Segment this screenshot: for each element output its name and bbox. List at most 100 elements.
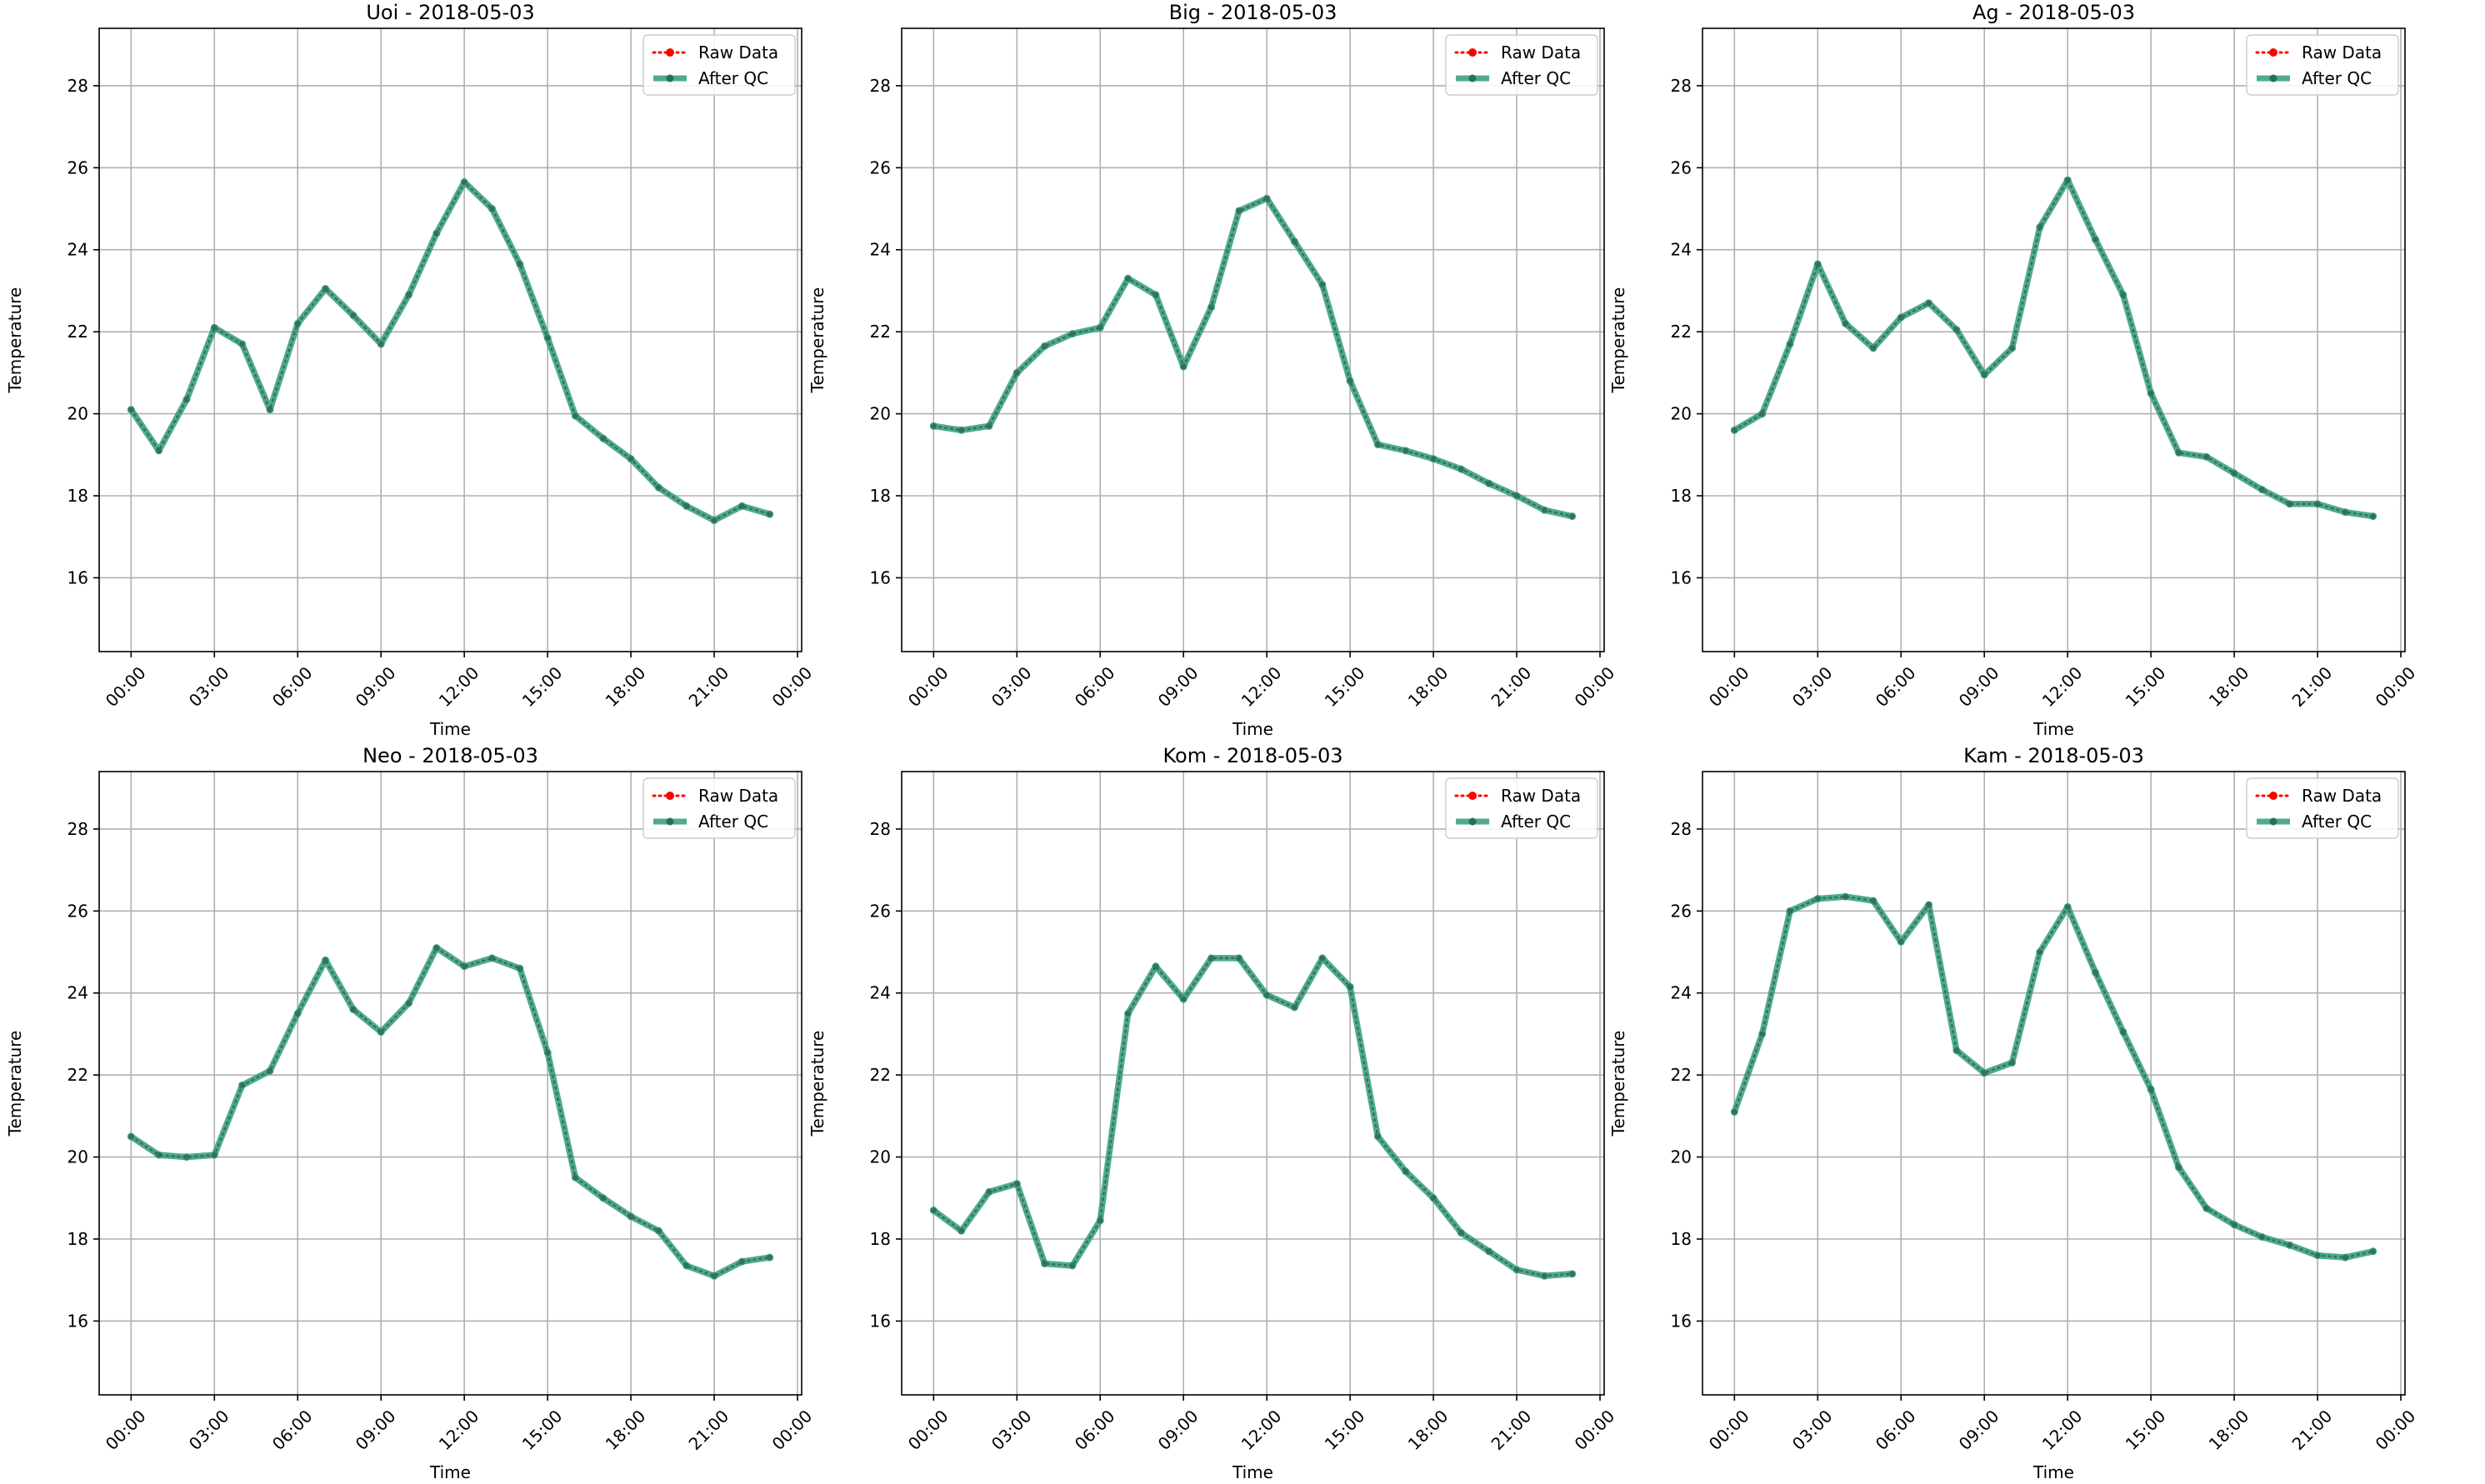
raw-data-point xyxy=(1430,1195,1437,1201)
y-tick-label: 26 xyxy=(68,157,88,177)
raw-data-point xyxy=(1180,363,1187,370)
raw-data-point xyxy=(2259,1234,2265,1240)
x-axis-label: Time xyxy=(2032,719,2074,739)
plot-area xyxy=(1702,28,2405,652)
legend: Raw Data After QC xyxy=(2246,777,2399,839)
legend-qc-marker xyxy=(2269,74,2278,82)
x-tick-label: 03:00 xyxy=(988,1406,1036,1454)
y-tick-label: 20 xyxy=(68,404,88,424)
x-tick-label: 18:00 xyxy=(2205,1406,2253,1454)
raw-data-point xyxy=(958,1227,964,1234)
raw-data-point xyxy=(295,1011,301,1017)
raw-data-point xyxy=(1263,992,1270,998)
x-tick-label: 21:00 xyxy=(1488,1406,1536,1454)
y-tick-label: 24 xyxy=(1671,240,1692,260)
x-tick-label: 21:00 xyxy=(2288,1406,2337,1454)
y-tick-label: 24 xyxy=(68,240,88,260)
x-tick-label: 00:00 xyxy=(904,1406,952,1454)
x-axis-label: Time xyxy=(429,1462,471,1482)
y-axis-label: Temperature xyxy=(1608,287,1628,394)
plot-area xyxy=(1702,772,2405,1395)
axes-frame xyxy=(1702,771,2406,1396)
raw-data-point xyxy=(1542,507,1548,513)
y-tick-label: 28 xyxy=(1671,76,1692,96)
x-tick-label: 00:00 xyxy=(1571,1406,1619,1454)
chart-title: Kom - 2018-05-03 xyxy=(1163,744,1343,767)
raw-data-point xyxy=(1870,897,1877,904)
legend-raw-marker xyxy=(666,48,674,57)
legend-qc-label: After QC xyxy=(2302,812,2372,832)
x-tick-label: 18:00 xyxy=(2205,662,2253,711)
y-tick-label: 16 xyxy=(1671,1311,1692,1331)
x-tick-label: 12:00 xyxy=(435,1406,483,1454)
raw-data-point xyxy=(1347,984,1353,990)
raw-data-point xyxy=(156,447,162,454)
raw-data-point xyxy=(1098,1217,1103,1224)
raw-data-point xyxy=(544,335,551,341)
y-tick-label: 28 xyxy=(1671,819,1692,839)
raw-data-point xyxy=(2342,1254,2348,1261)
raw-data-point xyxy=(1898,314,1904,321)
raw-data-point xyxy=(2120,1029,2127,1035)
legend-qc-marker xyxy=(1468,817,1477,826)
raw-data-point xyxy=(1292,238,1298,245)
raw-data-point xyxy=(2092,969,2098,976)
axes-frame xyxy=(98,771,802,1396)
x-tick-label: 00:00 xyxy=(1705,1406,1753,1454)
series-raw-data-line xyxy=(130,180,771,522)
raw-data-point xyxy=(461,963,468,969)
raw-data-point xyxy=(1069,1262,1076,1269)
x-tick-label: 00:00 xyxy=(768,662,817,711)
x-tick-label: 06:00 xyxy=(1071,662,1119,711)
x-tick-label: 00:00 xyxy=(1571,662,1619,711)
legend: Raw Data After QC xyxy=(2246,34,2399,96)
raw-data-point xyxy=(1375,442,1381,447)
x-axis-label: Time xyxy=(429,719,471,739)
x-tick-label: 03:00 xyxy=(185,1406,233,1454)
raw-data-point xyxy=(2092,237,2098,242)
x-tick-label: 15:00 xyxy=(518,662,567,711)
raw-data-point xyxy=(2231,470,2238,477)
raw-data-point xyxy=(461,179,468,185)
y-axis-label: Temperature xyxy=(1608,1031,1628,1137)
raw-data-point xyxy=(767,1254,772,1261)
legend-raw-label: Raw Data xyxy=(698,786,778,806)
raw-data-point xyxy=(2064,177,2071,183)
y-tick-label: 16 xyxy=(870,567,891,587)
x-tick-label: 00:00 xyxy=(2372,1406,2420,1454)
raw-data-point xyxy=(1569,1271,1575,1277)
x-tick-label: 06:00 xyxy=(1872,1406,1920,1454)
raw-data-point xyxy=(212,325,218,331)
chart-panel: 00:00 03:00 06:00 09:00 12:00 15:00 18:00 21:00… xyxy=(808,744,1618,1482)
raw-data-point xyxy=(1152,292,1159,298)
series-raw-data-line xyxy=(130,946,771,1277)
x-tick-label: 21:00 xyxy=(2288,662,2337,711)
x-axis-label: Time xyxy=(1232,719,1273,739)
plot-area xyxy=(99,28,802,652)
raw-data-point xyxy=(1898,939,1904,945)
raw-data-point xyxy=(1458,1230,1464,1236)
raw-data-point xyxy=(711,517,718,523)
raw-data-point xyxy=(2314,501,2321,507)
raw-data-point xyxy=(489,955,495,962)
raw-data-point xyxy=(1319,955,1326,962)
raw-data-point xyxy=(1569,513,1575,519)
chart-panel: 00:00 03:00 06:00 09:00 12:00 15:00 18:00 21:00… xyxy=(1608,744,2419,1482)
x-tick-label: 09:00 xyxy=(352,662,400,711)
series-raw-data-line xyxy=(932,197,1573,517)
raw-data-point xyxy=(1981,1070,1988,1076)
raw-data-point xyxy=(1347,378,1353,384)
y-tick-label: 20 xyxy=(1671,404,1692,424)
x-tick-label: 00:00 xyxy=(102,662,150,711)
raw-data-point xyxy=(1842,321,1848,327)
y-tick-label: 18 xyxy=(68,1229,88,1249)
raw-data-point xyxy=(378,341,384,347)
raw-data-point xyxy=(683,1262,689,1269)
raw-data-point xyxy=(683,503,689,509)
raw-data-point xyxy=(156,1152,162,1158)
raw-data-point xyxy=(1236,955,1242,962)
legend-raw-label: Raw Data xyxy=(698,42,778,62)
raw-data-point xyxy=(1926,902,1932,908)
raw-data-point xyxy=(433,945,440,951)
y-tick-label: 16 xyxy=(68,567,88,587)
